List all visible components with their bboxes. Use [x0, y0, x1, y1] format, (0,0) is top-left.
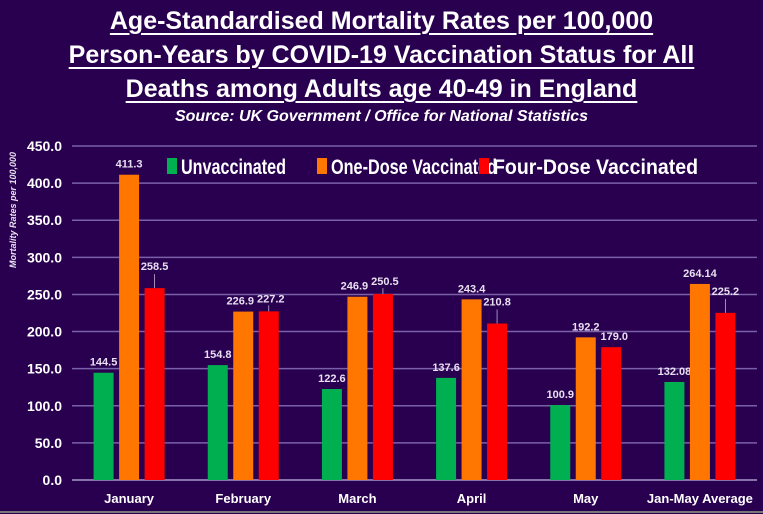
data-label: 192.2: [572, 321, 600, 333]
data-label: 144.5: [90, 357, 118, 369]
title-line-1: Age-Standardised Mortality Rates per 100…: [109, 7, 654, 35]
bar: [119, 174, 140, 480]
data-label: 154.8: [204, 349, 232, 361]
data-label: 246.9: [341, 281, 369, 293]
chart-subtitle: Source: UK Government / Office for Natio…: [174, 108, 589, 125]
data-label: 226.9: [226, 296, 254, 308]
bar: [258, 311, 279, 480]
bar: [144, 288, 165, 480]
legend-label: One-Dose Vaccinated: [331, 156, 497, 179]
data-label: 137.6: [432, 362, 460, 374]
data-label: 411.3: [116, 159, 143, 171]
y-tick-label: 100.0: [27, 398, 62, 414]
bar: [321, 389, 342, 480]
legend-swatch: [167, 158, 177, 174]
bar: [372, 294, 393, 480]
bar: [347, 296, 368, 480]
title-line-3: Deaths among Adults age 40-49 in England: [125, 75, 638, 103]
data-label: 225.2: [712, 286, 740, 298]
x-tick-label: Jan-May Average: [647, 491, 753, 506]
bar: [575, 337, 596, 480]
bar: [93, 372, 114, 480]
bar: [487, 323, 508, 480]
data-label: 243.4: [458, 283, 486, 295]
x-tick-label: February: [215, 491, 271, 506]
bar: [436, 377, 457, 480]
bar: [233, 311, 254, 480]
data-label: 250.5: [371, 276, 399, 288]
title-line-2: Person-Years by COVID-19 Vaccination Sta…: [68, 41, 695, 69]
y-tick-label: 450.0: [27, 138, 62, 154]
x-tick-label: March: [338, 491, 376, 506]
bar: [715, 312, 736, 480]
bar: [601, 347, 622, 480]
y-tick-label: 50.0: [35, 435, 62, 451]
data-label: 179.0: [600, 331, 628, 343]
legend-swatch: [317, 158, 327, 174]
y-tick-label: 150.0: [27, 361, 62, 377]
legend-label: Unvaccinated: [181, 156, 286, 179]
y-tick-label: 250.0: [27, 286, 62, 302]
data-label: 210.8: [483, 297, 511, 309]
bar: [550, 405, 571, 480]
data-label: 264.14: [683, 268, 718, 280]
bar: [207, 365, 228, 480]
bar: [689, 283, 710, 480]
data-label: 258.5: [141, 261, 169, 273]
y-tick-label: 350.0: [27, 212, 62, 228]
y-tick-label: 0.0: [43, 472, 63, 488]
chart-title: Age-Standardised Mortality Rates per 100…: [0, 4, 763, 106]
y-tick-label: 400.0: [27, 175, 62, 191]
frame-bottom-line: [0, 511, 763, 513]
y-tick-label: 300.0: [27, 249, 62, 265]
x-tick-label: May: [573, 491, 599, 506]
bar: [664, 381, 685, 480]
legend-swatch: [479, 158, 489, 174]
data-label: 132.08: [658, 366, 692, 378]
legend-label: Four-Dose Vaccinated: [493, 156, 698, 179]
data-label: 122.6: [318, 373, 346, 385]
x-tick-label: January: [104, 491, 155, 506]
data-label: 227.2: [257, 293, 285, 305]
y-tick-label: 200.0: [27, 324, 62, 340]
data-label: 100.9: [546, 389, 574, 401]
bar: [461, 299, 482, 480]
x-tick-label: April: [457, 491, 487, 506]
